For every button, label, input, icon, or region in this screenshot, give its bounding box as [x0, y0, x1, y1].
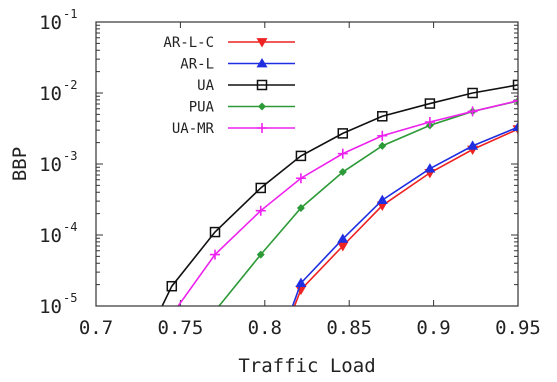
data-point [337, 128, 349, 139]
data-point [513, 95, 518, 106]
series-ua-mr [177, 95, 518, 306]
y-tick-exponent: -1 [63, 7, 77, 21]
data-point [378, 141, 387, 150]
x-tick-label: 0.95 [495, 317, 541, 339]
series-ar-l-c [293, 125, 518, 306]
series-line [161, 84, 518, 306]
legend-label: UA-MR [172, 121, 215, 137]
data-point [424, 98, 436, 109]
data-point [376, 201, 388, 212]
data-point [376, 194, 388, 204]
data-point [255, 205, 266, 216]
data-point [209, 226, 221, 238]
legend-item: UA [197, 78, 295, 94]
data-point [255, 182, 266, 194]
data-point [467, 106, 478, 117]
y-tick-label: 10 [39, 12, 62, 34]
x-tick-label: 0.7 [79, 317, 113, 339]
y-tick-exponent: -4 [63, 220, 77, 234]
data-point [337, 242, 349, 252]
axis-ticks [95, 21, 519, 307]
legend-item: AR-L-C [163, 35, 295, 51]
y-tick-label: 10 [39, 225, 62, 247]
legend-label: PUA [189, 100, 215, 116]
legend-label: AR-L [180, 57, 214, 73]
data-point [256, 38, 268, 48]
data-point [337, 233, 349, 243]
data-point [166, 280, 178, 292]
y-tick-exponent: -3 [63, 149, 77, 163]
legend-item: UA-MR [172, 121, 295, 137]
data-point [257, 123, 267, 133]
data-point [338, 168, 347, 177]
data-point [512, 79, 518, 91]
legend-item: AR-L [180, 57, 295, 73]
y-tick-label: 10 [39, 83, 62, 105]
data-point [258, 102, 266, 111]
x-tick-label: 0.9 [416, 317, 450, 339]
data-point [377, 130, 388, 141]
data-point [467, 87, 478, 99]
data-point [256, 250, 265, 259]
data-point [424, 163, 436, 173]
data-point [295, 173, 306, 184]
series-line [291, 126, 518, 306]
legend-label: UA [197, 78, 214, 94]
data-point [296, 204, 305, 213]
series-ar-l [291, 121, 518, 306]
series-line [293, 128, 518, 306]
data-point [512, 121, 518, 132]
y-tick-exponent: -5 [63, 291, 77, 305]
y-axis-title: BBP [9, 147, 31, 181]
y-tick-label: 10 [39, 296, 62, 318]
plot-series [161, 79, 518, 306]
data-point [377, 111, 388, 122]
data-point [210, 249, 221, 260]
data-point [424, 117, 435, 128]
series-pua [218, 97, 518, 306]
data-point [467, 140, 479, 150]
y-tick-exponent: -2 [63, 78, 77, 92]
x-tick-label: 0.75 [158, 317, 204, 339]
legend-label: AR-L-C [163, 35, 214, 51]
plot-frame [95, 21, 519, 307]
data-point [256, 79, 268, 91]
data-point [295, 285, 307, 296]
data-point [295, 277, 307, 287]
x-axis-title: Traffic Load [238, 355, 375, 377]
legend-item: PUA [189, 100, 295, 116]
data-point [256, 58, 268, 68]
data-point [337, 148, 348, 159]
data-point [295, 150, 307, 162]
series-ua [161, 79, 518, 306]
legend: AR-L-C AR-L UA PUA UA-MR [163, 35, 295, 137]
x-tick-label: 0.85 [326, 317, 372, 339]
y-tick-label: 10 [39, 154, 62, 176]
x-tick-label: 0.8 [248, 317, 282, 339]
